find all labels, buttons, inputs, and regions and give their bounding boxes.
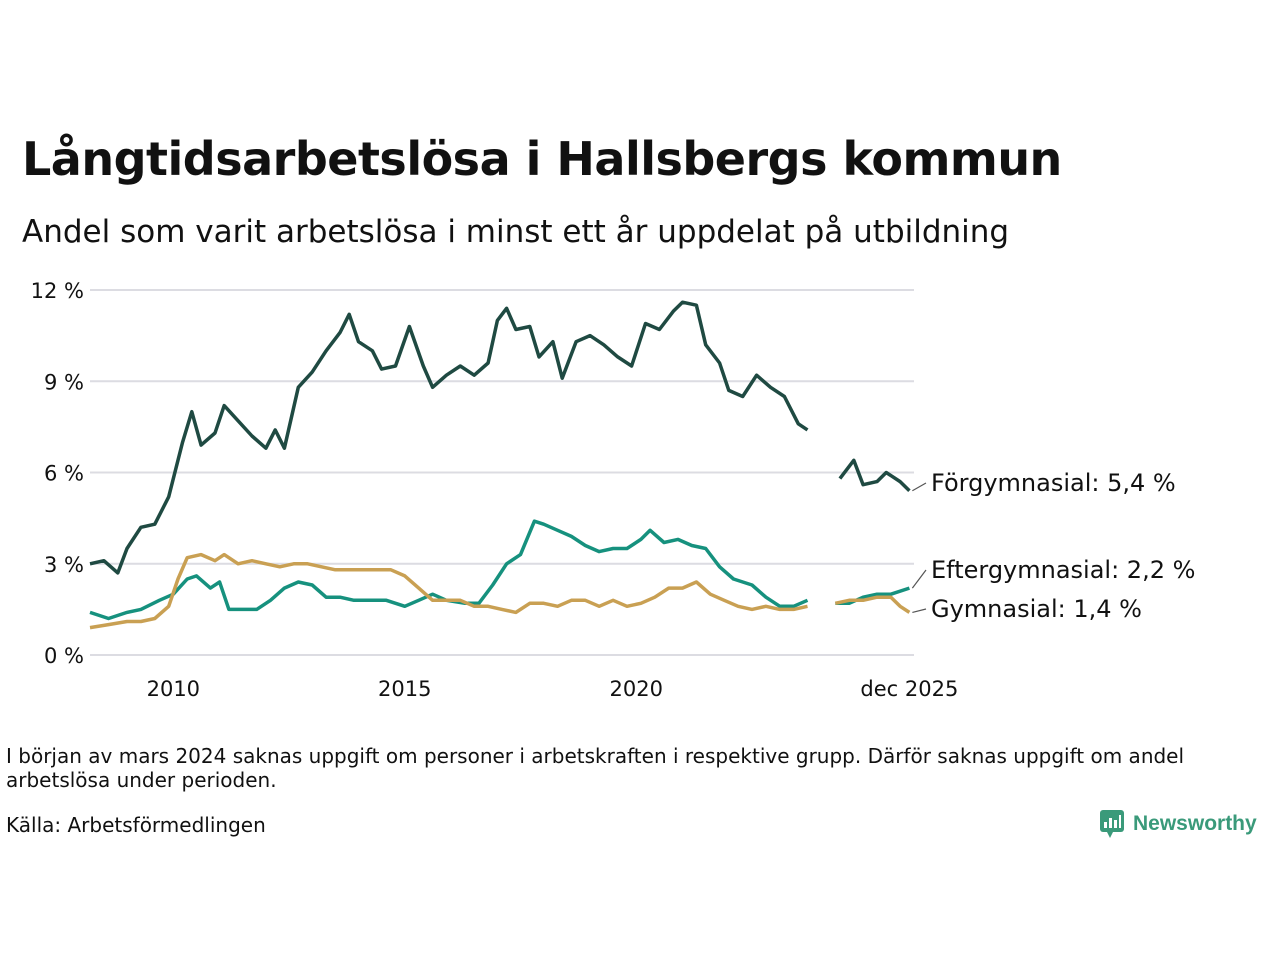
newsworthy-logo-icon xyxy=(1100,810,1124,838)
series-label-eftergymnasial: Eftergymnasial: 2,2 % xyxy=(931,556,1195,584)
footnote: I början av mars 2024 saknas uppgift om … xyxy=(6,744,1185,792)
label-leader-line xyxy=(912,608,927,613)
x-tick-label: 2020 xyxy=(610,677,663,701)
series-line-eftergymnasial xyxy=(89,519,910,621)
chart-title: Långtidsarbetslösa i Hallsbergs kommun xyxy=(22,132,1062,186)
x-tick-label: 2015 xyxy=(378,677,431,701)
brand-logo: Newsworthy xyxy=(1099,809,1257,839)
brand-name: Newsworthy xyxy=(1133,812,1257,835)
y-tick-label: 6 % xyxy=(44,462,84,486)
x-tick-label: 2010 xyxy=(147,677,200,701)
y-tick-label: 12 % xyxy=(31,279,84,303)
series-line-förgymnasial xyxy=(89,300,911,575)
y-tick-label: 3 % xyxy=(44,553,84,577)
source-label: Källa: Arbetsförmedlingen xyxy=(6,813,266,837)
chart-subtitle: Andel som varit arbetslösa i minst ett å… xyxy=(22,214,1010,250)
series-label-förgymnasial: Förgymnasial: 5,4 % xyxy=(931,469,1176,497)
x-tick-label: dec 2025 xyxy=(860,677,958,701)
series-line-gymnasial xyxy=(89,552,911,630)
label-leader-line xyxy=(912,482,927,492)
series-label-gymnasial: Gymnasial: 1,4 % xyxy=(931,595,1142,623)
line-chart: 0 % 3 % 6 % 9 % 12 % 2010 2015 2020 dec 2025 Förg… xyxy=(31,279,1196,701)
y-tick-label: 0 % xyxy=(44,644,84,668)
y-tick-label: 9 % xyxy=(44,370,84,394)
label-leader-line xyxy=(911,569,927,589)
